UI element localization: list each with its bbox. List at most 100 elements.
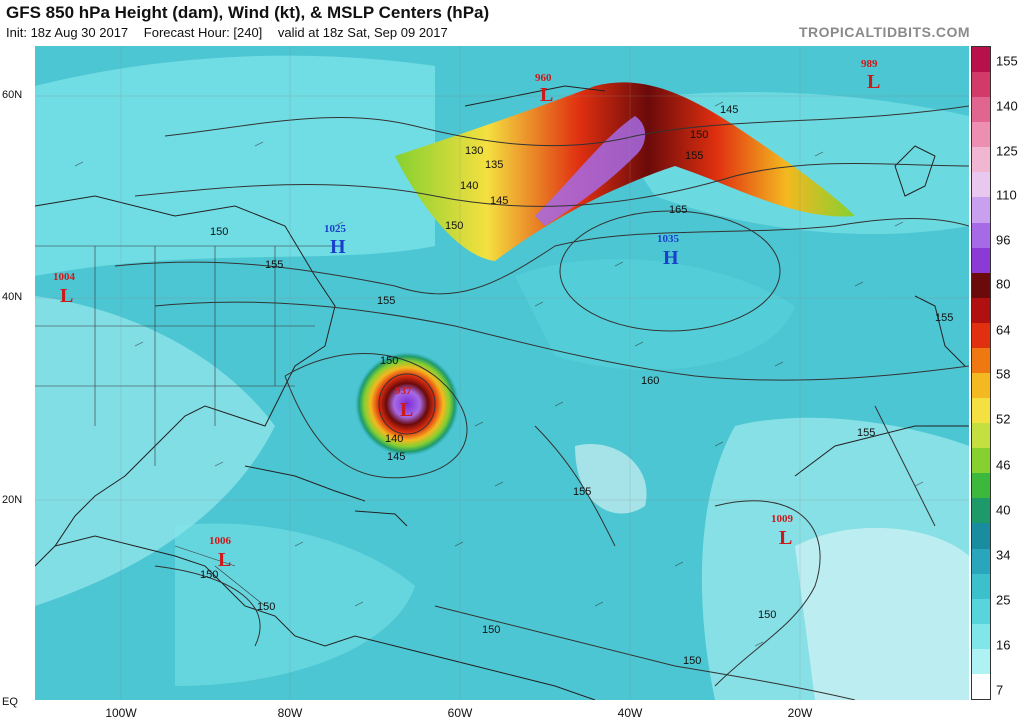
- lon-label: 80W: [277, 706, 303, 720]
- colorbar-label: 80: [996, 276, 1011, 292]
- pressure-letter: L: [400, 399, 413, 421]
- colorbar-segment: [972, 47, 990, 73]
- pressure-letter: L: [60, 285, 73, 307]
- pressure-value: 989: [861, 58, 878, 70]
- colorbar-segment: [972, 72, 990, 98]
- pressure-value: 1009: [771, 513, 794, 525]
- lon-label: 40W: [617, 706, 643, 720]
- colorbar-segment: [972, 297, 990, 324]
- low-center-937: 937 L: [395, 385, 413, 421]
- lat-label: 20N: [2, 494, 23, 506]
- weather-map: 130 135 140 145 145 150 150 150 150 155 …: [35, 46, 969, 700]
- colorbar-label: 96: [996, 232, 1011, 248]
- contour-label: 145: [490, 195, 508, 207]
- hispaniola: [354, 510, 408, 527]
- contour-label: 150: [257, 601, 275, 613]
- wind-barbs: [74, 101, 924, 647]
- contour-label: 155: [377, 295, 395, 307]
- pressure-value: 1004: [53, 271, 76, 283]
- pressure-value: 937: [395, 385, 412, 397]
- colorbar-segment: [972, 398, 990, 424]
- contour-label: 155: [573, 486, 591, 498]
- colorbar-label: 155: [996, 53, 1018, 69]
- colorbar-label: 46: [996, 457, 1011, 473]
- colorbar-label: 125: [996, 143, 1018, 159]
- colorbar-label: 58: [996, 366, 1011, 382]
- contour-label: 135: [485, 159, 503, 171]
- colorbar-segment: [972, 222, 990, 249]
- pressure-value: 1006: [209, 535, 232, 547]
- cuba: [244, 465, 366, 502]
- colorbar-label: 140: [996, 98, 1018, 114]
- contour-label: 155: [265, 259, 283, 271]
- contour-label: 155: [935, 312, 953, 324]
- colorbar-segment: [972, 498, 990, 524]
- contour-label: 145: [387, 451, 405, 463]
- colorbar-segment: [972, 648, 990, 675]
- low-center-1006: 1006 L: [209, 535, 232, 571]
- colorbar-segment: [972, 322, 990, 349]
- high-center-1035: 1035 H: [657, 233, 680, 269]
- pressure-letter: H: [330, 236, 346, 258]
- lat-label: 60N: [2, 89, 23, 101]
- forecast-hour: Forecast Hour: [240]: [143, 25, 263, 40]
- pressure-letter: H: [663, 247, 679, 269]
- colorbar-segment: [972, 272, 990, 299]
- south-america-coast: [54, 535, 596, 700]
- contour-label: 150: [482, 624, 500, 636]
- colorbar: [971, 46, 991, 700]
- pressure-letter: L: [867, 71, 880, 93]
- colorbar-segment: [972, 197, 990, 224]
- colorbar-label: 40: [996, 502, 1011, 518]
- colorbar-segment: [972, 673, 990, 700]
- colorbar-segment: [972, 97, 990, 123]
- contour-label: 155: [685, 150, 703, 162]
- colorbar-segment: [972, 473, 990, 499]
- low-center-1004: 1004 L: [53, 271, 76, 307]
- iberia: [914, 295, 966, 367]
- pressure-letter: L: [779, 527, 792, 549]
- contour-label: 150: [445, 220, 463, 232]
- pressure-letter: L: [218, 549, 231, 571]
- low-center-960: 960 L: [535, 72, 553, 106]
- greenland-coast: [464, 85, 606, 107]
- contour-label: 145: [720, 104, 738, 116]
- contour-label: 140: [460, 180, 478, 192]
- height-contours: [114, 105, 969, 700]
- colorbar-segment: [972, 448, 990, 474]
- contour-label: 130: [465, 145, 483, 157]
- source-credit: TROPICALTIDBITS.COM: [798, 24, 970, 40]
- pressure-centers: 960 L 989 L 1025 H 1035 H 1004 L 937 L: [53, 58, 880, 571]
- valid-time: valid at 18z Sat, Sep 09 2017: [277, 25, 448, 40]
- lat-label: EQ: [2, 696, 18, 708]
- colorbar-segment: [972, 548, 990, 575]
- map-title: GFS 850 hPa Height (dam), Wind (kt), & M…: [6, 3, 490, 22]
- british-isles: [894, 145, 936, 197]
- colorbar-segment: [972, 623, 990, 650]
- north-america-coast: [35, 195, 336, 567]
- political-borders: [35, 245, 335, 607]
- colorbar-segment: [972, 373, 990, 399]
- colorbar-label: 52: [996, 411, 1011, 427]
- colorbar-segment: [972, 423, 990, 449]
- lon-label: 60W: [447, 706, 473, 720]
- jet-streak: [395, 82, 855, 261]
- contour-label: 140: [385, 433, 403, 445]
- lat-lon-grid: [35, 46, 969, 700]
- colorbar-segment: [972, 573, 990, 600]
- pressure-value: 960: [535, 72, 552, 84]
- contour-label: 150: [758, 609, 776, 621]
- contour-label: 150: [690, 129, 708, 141]
- init-time: Init: 18z Aug 30 2017: [6, 25, 129, 40]
- colorbar-label: 34: [996, 547, 1011, 563]
- colorbar-label: 110: [996, 187, 1017, 203]
- contour-label: 160: [641, 375, 659, 387]
- pressure-value: 1035: [657, 233, 680, 245]
- lon-label: 100W: [105, 706, 137, 720]
- colorbar-segment: [972, 523, 990, 550]
- contour-label: 150: [210, 226, 228, 238]
- colorbar-label: 16: [996, 637, 1011, 653]
- africa-coast: [794, 425, 969, 477]
- pressure-letter: L: [540, 84, 553, 106]
- lat-label: 40N: [2, 291, 23, 303]
